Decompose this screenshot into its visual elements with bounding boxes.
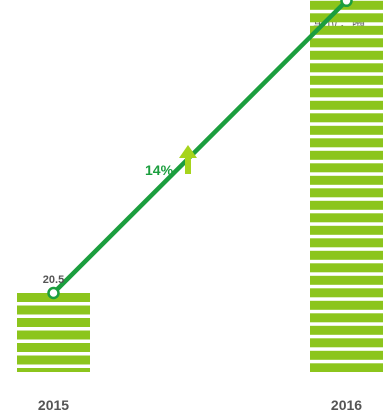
value-label-2015: 20.5 (43, 274, 64, 286)
bar-stripe (310, 338, 383, 348)
bar-stripe (310, 75, 383, 85)
bar-stripe (310, 25, 383, 35)
bar-stripe (17, 330, 90, 340)
bar-stripe (310, 300, 383, 310)
bars-group (17, 0, 383, 372)
year-label-2016: 2016 (331, 397, 362, 411)
bar-stripe (310, 125, 383, 135)
bar-stripe (17, 318, 90, 327)
bar-stripe (310, 150, 383, 160)
bar-stripe (310, 238, 383, 248)
bar-stripe (310, 363, 383, 372)
bar-stripe (17, 355, 90, 365)
bar-stripe (310, 225, 383, 235)
bar-stripe (310, 250, 383, 260)
bar-stripe (310, 63, 383, 73)
bar-stripe (310, 88, 383, 98)
bar-stripe (310, 213, 383, 223)
bar-stripe (17, 305, 90, 315)
year-label-2015: 2015 (38, 397, 69, 411)
bar-stripe (310, 13, 383, 23)
bar-stripe (310, 138, 383, 148)
bar-stripe (17, 368, 90, 372)
bar-stripe (310, 38, 383, 48)
bar-stripe (310, 188, 383, 198)
bar-stripe (17, 343, 90, 352)
bar-stripe (310, 200, 383, 210)
trend-point-2015 (47, 286, 60, 300)
bar-stripe (310, 288, 383, 298)
bar-stripe (310, 313, 383, 323)
bar-stripe (310, 175, 383, 185)
bar-stripe (310, 113, 383, 123)
bar-stripe (310, 163, 383, 173)
growth-label: 14% (145, 162, 174, 178)
trend-point-2016 (340, 0, 353, 8)
bar-stripe (310, 275, 383, 285)
trend-line (51, 0, 349, 296)
trend-group (47, 0, 353, 300)
bar-stripe (310, 100, 383, 110)
bar-stripe (310, 50, 383, 60)
bar-stripe (310, 325, 383, 335)
bar-stripe (310, 350, 383, 360)
bar-stripe (310, 263, 383, 273)
bar-2015 (17, 293, 90, 372)
bar-2016 (310, 0, 383, 372)
up-arrow-icon (179, 145, 197, 174)
